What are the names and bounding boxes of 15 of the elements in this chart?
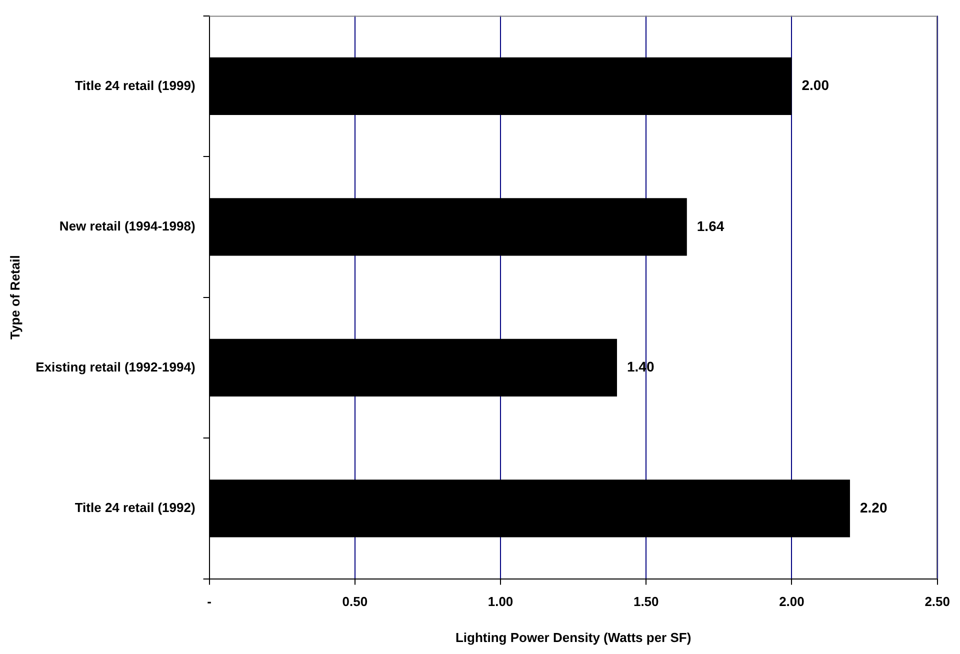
- x-tick-label: -: [207, 594, 212, 610]
- y-tick-label: Title 24 retail (1992): [74, 500, 196, 516]
- y-tick-label: Existing retail (1992-1994): [36, 359, 196, 374]
- data-label: 1.64: [696, 218, 724, 234]
- x-tick-label: 1.50: [633, 594, 659, 610]
- y-axis-title: Type of Retail: [7, 255, 22, 340]
- data-label: 2.20: [860, 499, 888, 516]
- x-tick-label: 2.50: [924, 594, 950, 610]
- x-axis-title: Lighting Power Density (Watts per SF): [455, 630, 692, 645]
- x-tick-label: 2.00: [779, 594, 804, 610]
- x-tick-label: 0.50: [342, 594, 368, 610]
- y-tick-label: New retail (1994-1998): [59, 218, 196, 234]
- x-tick-label: 1.00: [488, 594, 514, 610]
- data-label: 2.00: [802, 77, 830, 94]
- y-tick-label: Title 24 retail (1999): [74, 78, 196, 93]
